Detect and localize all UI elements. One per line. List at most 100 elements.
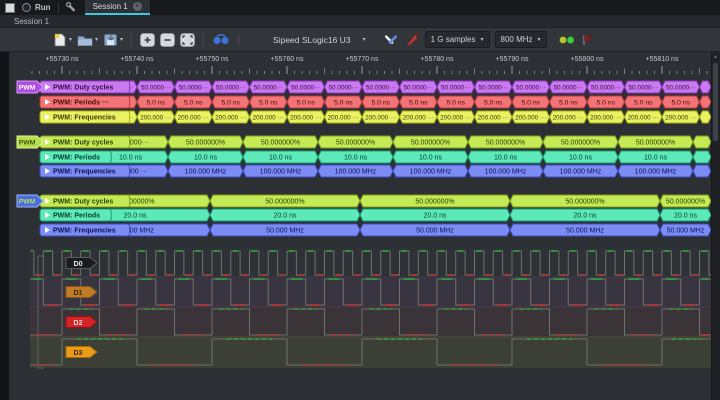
save-as-button[interactable]: ▾ xyxy=(103,33,123,47)
pwm-annotation-value: 50.0000··· xyxy=(216,85,246,92)
scrollbar-thumb[interactable] xyxy=(713,63,718,141)
pwm-annotation-value: 5.0 ns xyxy=(296,100,315,107)
pwm-annotation-box xyxy=(392,135,469,149)
channel-tag-d0[interactable] xyxy=(65,257,98,269)
new-session-button[interactable]: ▾ xyxy=(52,32,72,47)
scroll-up-icon[interactable]: ▲ xyxy=(713,54,718,60)
expand-arrow-icon[interactable] xyxy=(45,227,50,233)
decoder-tab[interactable] xyxy=(16,135,44,149)
pwm-annotation-value: 10.0 ns xyxy=(269,155,292,162)
wrench-icon[interactable] xyxy=(65,1,78,14)
decoder-row-label: PWM: Periods xyxy=(53,155,100,162)
dropdown-caret-icon: ▾ xyxy=(362,37,366,43)
pwm-annotation-box xyxy=(617,135,694,149)
pwm-annotation-value: 10.0 ns xyxy=(419,155,442,162)
run-button[interactable]: Run xyxy=(22,3,51,12)
pwm-annotation-value: 5.0 ns xyxy=(521,100,540,107)
session-title: Session 1 xyxy=(14,17,50,26)
trigger-flag-icon[interactable] xyxy=(580,33,595,47)
ruler-label: +55770 ns xyxy=(346,56,379,63)
pwm-annotation-box xyxy=(359,194,511,208)
decoder-tab-label: PWM xyxy=(19,85,36,92)
decoder-row-label-pill[interactable] xyxy=(39,208,112,222)
open-button[interactable]: ▾ xyxy=(77,33,98,47)
pwm-annotation-box xyxy=(211,95,251,109)
pwm-annotation-value: 200.000 ··· xyxy=(403,115,434,122)
decoder-row-label-pill[interactable] xyxy=(39,164,131,178)
expand-arrow-icon[interactable] xyxy=(45,154,50,160)
expand-arrow-icon[interactable] xyxy=(45,139,50,145)
vertical-scrollbar[interactable]: ▲ xyxy=(711,52,720,400)
channel-tint xyxy=(30,248,711,278)
decoder-row-label-pill[interactable] xyxy=(39,223,131,237)
zoom-in-button[interactable] xyxy=(140,32,155,47)
pwm-annotation-box xyxy=(361,110,401,124)
pwm-annotation-value: 50.0000··· xyxy=(666,85,696,92)
pwm-annotation-box xyxy=(659,208,712,222)
pwm-annotation-box xyxy=(359,208,511,222)
decoder-row-label-pill[interactable] xyxy=(39,110,131,124)
pwm-annotation-value: 100.000 ··· xyxy=(113,169,147,176)
tab-session-1[interactable]: Session 1 × xyxy=(84,0,150,15)
pwm-annotation-box xyxy=(436,110,476,124)
pwm-annotation-box xyxy=(436,95,476,109)
decoder-row-label-pill[interactable] xyxy=(39,150,112,164)
pwm-annotation-value: 200.000 ··· xyxy=(365,115,396,122)
dropdown-caret-icon: ▾ xyxy=(95,37,99,43)
pwm-annotation-box xyxy=(473,110,513,124)
sample-rate-value: 800 MHz xyxy=(500,35,533,44)
expand-arrow-icon[interactable] xyxy=(45,99,50,105)
pwm-annotation-value: 20.0 ns xyxy=(424,213,447,220)
channel-tag-d2[interactable] xyxy=(65,316,98,328)
channels-probe-button[interactable] xyxy=(405,32,420,47)
pwm-annotation-value: 50.0000··· xyxy=(441,85,471,92)
close-icon[interactable]: × xyxy=(132,2,142,11)
decoder-row-label: PWM: Frequencies xyxy=(53,228,116,235)
expand-arrow-icon[interactable] xyxy=(45,198,50,204)
sample-count-select[interactable]: 1 G samples ▾ xyxy=(424,31,490,48)
device-select[interactable]: Sipeed SLogic16 U3 ▾ xyxy=(269,35,370,45)
divider xyxy=(203,32,205,47)
ruler-label: +55740 ns xyxy=(121,56,154,63)
pwm-annotation-value: 100.000 MHz xyxy=(260,169,302,176)
zoom-out-button[interactable] xyxy=(160,32,175,47)
pwm-annotation-box xyxy=(698,110,712,124)
dropdown-caret-icon: ▾ xyxy=(537,37,541,43)
channel-tag-d1[interactable] xyxy=(65,286,98,298)
expand-arrow-icon[interactable] xyxy=(45,168,50,174)
channel-tag-label: D0 xyxy=(74,261,83,268)
pwm-annotation-box xyxy=(248,80,288,94)
pwm-annotation-box xyxy=(586,110,626,124)
zoom-fit-button[interactable] xyxy=(180,32,195,47)
expand-arrow-icon[interactable] xyxy=(45,212,50,218)
pwm-annotation-value: 200.000 ··· xyxy=(478,115,509,122)
pwm-annotation-box xyxy=(692,164,712,178)
pwm-annotation-box xyxy=(586,95,626,109)
pwm-annotation-box xyxy=(511,80,551,94)
configure-device-button[interactable] xyxy=(383,32,400,47)
sample-count-value: 1 G samples xyxy=(430,35,476,44)
pwm-annotation-box xyxy=(542,135,619,149)
decoder-row-label: PWM: Periods xyxy=(53,213,100,220)
pwm-annotation-box xyxy=(317,135,394,149)
pwm-annotation-box xyxy=(661,95,701,109)
pwm-annotation-box xyxy=(248,95,288,109)
show-cursors-button[interactable] xyxy=(212,33,230,46)
decoder-row-label-pill[interactable] xyxy=(39,95,131,109)
pwm-annotation-box xyxy=(286,95,326,109)
logic-trace xyxy=(30,338,711,366)
decoder-tab[interactable] xyxy=(16,194,44,208)
pwm-annotation-box xyxy=(548,110,588,124)
expand-arrow-icon[interactable] xyxy=(45,114,50,120)
pwm-annotation-value: 200.000 ··· xyxy=(590,115,621,122)
stop-icon[interactable] xyxy=(5,2,15,13)
pwm-annotation-value: 20.0 ns xyxy=(124,213,147,220)
channel-tag-d3[interactable] xyxy=(65,346,98,358)
pwm-annotation-box xyxy=(623,95,663,109)
decoder-tab[interactable] xyxy=(16,80,44,94)
new-file-icon xyxy=(54,33,66,47)
pwm-annotation-value: 10.0 ns xyxy=(194,155,217,162)
expand-arrow-icon[interactable] xyxy=(45,84,50,90)
sample-rate-select[interactable]: 800 MHz ▾ xyxy=(494,31,547,48)
